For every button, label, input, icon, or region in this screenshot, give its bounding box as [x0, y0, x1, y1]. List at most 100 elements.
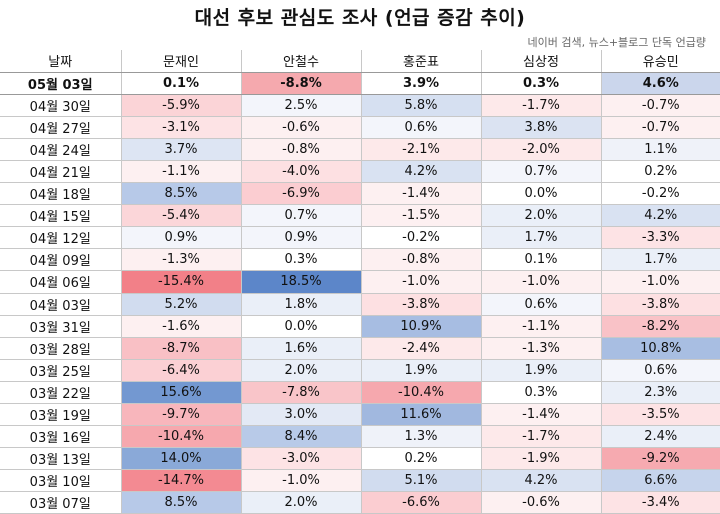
table-row: 03월 31일 -1.6% 0.0% 10.9% -1.1% -8.2% — [0, 315, 720, 338]
table-row: 03월 19일 -9.7% 3.0% 11.6% -1.4% -3.5% — [0, 403, 720, 427]
cell-sim: 3.8% — [481, 116, 602, 139]
cell-hong: -2.1% — [361, 138, 482, 161]
row-date: 03월 31일 — [0, 315, 122, 338]
row-date: 03월 22일 — [0, 381, 122, 405]
cell-moon: 8.5% — [121, 182, 242, 206]
table-row: 03월 13일 14.0% -3.0% 0.2% -1.9% -9.2% — [0, 447, 720, 471]
row-date: 03월 16일 — [0, 425, 122, 449]
cell-sim: -1.3% — [481, 337, 602, 360]
table-body: 05월 03일 0.1% -8.8% 3.9% 0.3% 4.6% 04월 30일 -5.9%… — [0, 72, 720, 514]
cell-sim: 0.7% — [481, 160, 602, 184]
column-header-hong: 홍준표 — [361, 50, 482, 73]
cell-ahn: 1.8% — [241, 293, 362, 316]
cell-moon: -8.7% — [121, 337, 242, 360]
cell-moon: -14.7% — [121, 469, 242, 493]
page-subtitle: 네이버 검색, 뉴스+블로그 단독 언급량 — [527, 36, 707, 49]
row-date: 04월 03일 — [0, 293, 122, 316]
cell-hong: 11.6% — [361, 403, 482, 427]
row-date: 03월 10일 — [0, 469, 122, 493]
cell-yoo: 1.7% — [601, 248, 720, 272]
cell-yoo: 4.6% — [601, 72, 720, 95]
cell-sim: -1.9% — [481, 447, 602, 471]
cell-hong: -0.2% — [361, 226, 482, 250]
cell-moon: -1.1% — [121, 160, 242, 184]
cell-sim: -1.7% — [481, 94, 602, 117]
row-date: 04월 12일 — [0, 226, 122, 250]
cell-moon: -1.6% — [121, 315, 242, 338]
cell-hong: -10.4% — [361, 381, 482, 405]
cell-yoo: 2.4% — [601, 425, 720, 449]
cell-hong: 1.9% — [361, 359, 482, 382]
cell-hong: 0.2% — [361, 447, 482, 471]
cell-hong: 3.9% — [361, 72, 482, 95]
cell-sim: 0.1% — [481, 248, 602, 272]
cell-ahn: -8.8% — [241, 72, 362, 95]
cell-sim: -1.0% — [481, 270, 602, 294]
table-row: 04월 06일 -15.4% 18.5% -1.0% -1.0% -1.0% — [0, 270, 720, 294]
cell-ahn: -0.8% — [241, 138, 362, 161]
cell-hong: 4.2% — [361, 160, 482, 184]
row-date: 04월 21일 — [0, 160, 122, 184]
cell-yoo: 2.3% — [601, 381, 720, 405]
cell-sim: 0.3% — [481, 381, 602, 405]
cell-yoo: -1.0% — [601, 270, 720, 294]
cell-moon: 3.7% — [121, 138, 242, 161]
cell-sim: 0.6% — [481, 293, 602, 316]
cell-yoo: -0.7% — [601, 94, 720, 117]
cell-ahn: -4.0% — [241, 160, 362, 184]
cell-yoo: 0.6% — [601, 359, 720, 382]
row-date: 04월 24일 — [0, 138, 122, 161]
cell-moon: -15.4% — [121, 270, 242, 294]
cell-moon: -10.4% — [121, 425, 242, 449]
cell-sim: -1.1% — [481, 315, 602, 338]
cell-sim: -2.0% — [481, 138, 602, 161]
cell-hong: 1.3% — [361, 425, 482, 449]
cell-yoo: -0.7% — [601, 116, 720, 139]
row-date: 03월 28일 — [0, 337, 122, 360]
data-table: 날짜 문재인 안철수 홍준표 심상정 유승민 05월 03일 0.1% -8.8% 3… — [0, 50, 720, 514]
cell-sim: 0.3% — [481, 72, 602, 95]
row-date: 03월 13일 — [0, 447, 122, 471]
row-date: 04월 30일 — [0, 94, 122, 117]
cell-sim: 1.7% — [481, 226, 602, 250]
row-date: 04월 09일 — [0, 248, 122, 272]
cell-yoo: -9.2% — [601, 447, 720, 471]
cell-moon: -5.4% — [121, 204, 242, 228]
cell-yoo: -3.3% — [601, 226, 720, 250]
column-header-sim: 심상정 — [481, 50, 602, 73]
table-row: 05월 03일 0.1% -8.8% 3.9% 0.3% 4.6% — [0, 72, 720, 95]
cell-yoo: -3.8% — [601, 293, 720, 316]
cell-moon: -6.4% — [121, 359, 242, 382]
cell-ahn: -7.8% — [241, 381, 362, 405]
cell-ahn: 2.0% — [241, 359, 362, 382]
cell-moon: -9.7% — [121, 403, 242, 427]
table-row: 03월 25일 -6.4% 2.0% 1.9% 1.9% 0.6% — [0, 359, 720, 382]
column-header-moon: 문재인 — [121, 50, 242, 73]
table-header-row: 날짜 문재인 안철수 홍준표 심상정 유승민 — [0, 50, 720, 73]
cell-ahn: 0.3% — [241, 248, 362, 272]
cell-sim: 0.0% — [481, 182, 602, 206]
cell-ahn: -3.0% — [241, 447, 362, 471]
row-date: 04월 18일 — [0, 182, 122, 206]
row-date: 03월 19일 — [0, 403, 122, 427]
cell-hong: -1.0% — [361, 270, 482, 294]
table-row: 03월 22일 15.6% -7.8% -10.4% 0.3% 2.3% — [0, 381, 720, 405]
cell-yoo: 10.8% — [601, 337, 720, 360]
table-row: 04월 21일 -1.1% -4.0% 4.2% 0.7% 0.2% — [0, 160, 720, 184]
page-title: 대선 후보 관심도 조사 (언급 증감 추이) — [194, 7, 526, 29]
cell-sim: 1.9% — [481, 359, 602, 382]
table-row: 04월 18일 8.5% -6.9% -1.4% 0.0% -0.2% — [0, 182, 720, 206]
row-date: 04월 15일 — [0, 204, 122, 228]
cell-moon: 15.6% — [121, 381, 242, 405]
cell-yoo: -3.5% — [601, 403, 720, 427]
table-row: 03월 10일 -14.7% -1.0% 5.1% 4.2% 6.6% — [0, 469, 720, 493]
cell-ahn: -1.0% — [241, 469, 362, 493]
cell-ahn: -0.6% — [241, 116, 362, 139]
cell-hong: 10.9% — [361, 315, 482, 338]
table-row: 04월 27일 -3.1% -0.6% 0.6% 3.8% -0.7% — [0, 116, 720, 139]
cell-hong: -1.5% — [361, 204, 482, 228]
cell-ahn: 3.0% — [241, 403, 362, 427]
cell-hong: -1.4% — [361, 182, 482, 206]
table-row: 04월 12일 0.9% 0.9% -0.2% 1.7% -3.3% — [0, 226, 720, 250]
table-row: 03월 16일 -10.4% 8.4% 1.3% -1.7% 2.4% — [0, 425, 720, 449]
